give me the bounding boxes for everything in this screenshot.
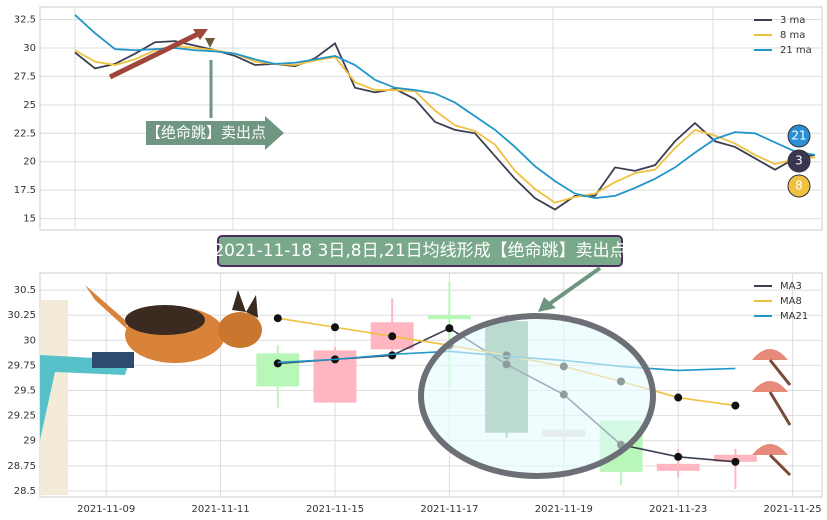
- y-tick-label: 25: [23, 100, 36, 111]
- legend-label: 3 ma: [780, 15, 805, 26]
- parachutes: [752, 349, 792, 477]
- y-tick-label: 29.25: [7, 411, 36, 422]
- badge-label: 21: [791, 129, 806, 143]
- x-tick-label: 2021-11-15: [306, 504, 364, 515]
- banner-pointer-head: [538, 297, 556, 312]
- ma-dot: [388, 332, 397, 341]
- ma-dot: [731, 457, 740, 466]
- legend-label: MA21: [780, 311, 808, 322]
- ma-dot: [331, 323, 339, 332]
- badge: [787, 124, 811, 148]
- ma-dot: [445, 324, 454, 333]
- highlight-ellipse: [418, 313, 656, 479]
- banner-pointer: [543, 266, 602, 309]
- legend-label: MA8: [780, 296, 802, 307]
- y-tick-label: 17.5: [14, 185, 36, 196]
- annotation-text: 【绝命跳】卖出点: [146, 124, 266, 142]
- legend-label: 8 ma: [780, 30, 805, 41]
- top-vertical-grid: [74, 7, 714, 230]
- ma-line: [74, 40, 816, 211]
- legend-label: MA3: [780, 281, 802, 292]
- marker: [205, 38, 215, 48]
- x-tick-label: 2021-11-19: [535, 504, 593, 515]
- x-tick-label: 2021-11-23: [649, 504, 707, 515]
- badge-label: 8: [795, 179, 803, 193]
- legend-label: 21 ma: [780, 45, 812, 56]
- x-tick-label: 2021-11-17: [420, 504, 478, 515]
- y-tick-label: 27.5: [14, 71, 36, 82]
- candle-body: [256, 353, 300, 387]
- y-tick-label: 30.25: [7, 310, 36, 321]
- y-tick-label: 29.5: [14, 386, 36, 397]
- ma-dot: [273, 359, 282, 368]
- y-tick-label: 32.5: [14, 15, 36, 26]
- candle-body: [656, 463, 700, 471]
- y-tick-label: 29: [23, 436, 36, 447]
- marks: 15 17.5 20 22.5 25 27.5 30 32.5 3 ma 8 ma 21 ma 21 3…: [7, 14, 822, 515]
- x-tick-label: 2021-11-25: [764, 504, 822, 515]
- ma-dot: [273, 314, 282, 323]
- x-tick-label: 2021-11-11: [192, 504, 250, 515]
- ma-line: [74, 14, 816, 200]
- ma-dot: [674, 393, 683, 402]
- y-tick-label: 22.5: [14, 128, 36, 139]
- candle-body: [427, 315, 471, 320]
- banner: [217, 235, 623, 267]
- badge: [787, 174, 811, 198]
- annotation-arrow: [146, 116, 284, 150]
- y-tick-label: 29.75: [7, 360, 36, 371]
- badge: [787, 149, 811, 173]
- y-tick-label: 30: [23, 335, 36, 346]
- ma-dot: [388, 351, 397, 360]
- ma-dot: [731, 401, 740, 410]
- ma-dot: [674, 452, 683, 461]
- y-tick-label: 30.5: [14, 285, 36, 296]
- x-tick-label: 2021-11-09: [77, 504, 135, 515]
- badge-label: 3: [795, 154, 803, 168]
- y-tick-label: 28.75: [7, 461, 36, 472]
- trend-arrowhead: [193, 29, 208, 40]
- y-tick-label: 15: [23, 214, 36, 225]
- y-tick-label: 20: [23, 157, 36, 168]
- ma-line: [74, 44, 816, 204]
- y-tick-label: 28.5: [14, 486, 36, 497]
- y-tick-label: 30: [23, 43, 36, 54]
- decoration: [40, 285, 262, 495]
- trend-arrow: [108, 30, 202, 80]
- banner-text: 2021-11-18 3日,8日,21日均线形成【绝命跳】卖出点: [213, 241, 626, 261]
